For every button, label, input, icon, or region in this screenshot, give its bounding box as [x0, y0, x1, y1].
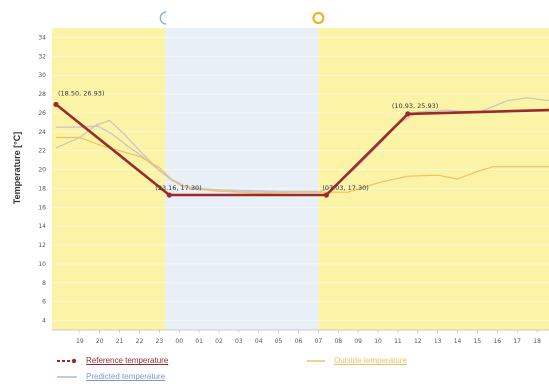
x-tick-label: 06: [295, 338, 303, 345]
x-tick-label: 18: [533, 338, 541, 345]
legend-predicted[interactable]: Predicted temperature: [56, 372, 165, 381]
y-tick-label: 22: [38, 148, 46, 155]
x-tick-label: 04: [255, 338, 263, 345]
x-tick-label: 16: [493, 338, 501, 345]
x-tick-label: 11: [394, 338, 402, 345]
day-band: [318, 28, 549, 330]
day-band: [52, 28, 166, 330]
y-tick-label: 8: [42, 280, 46, 287]
outside-swatch: [307, 360, 325, 362]
moon-icon: [159, 11, 167, 25]
y-tick-label: 26: [38, 110, 46, 117]
y-tick-label: 18: [38, 185, 46, 192]
y-tick-label: 12: [38, 242, 46, 249]
x-tick-label: 10: [374, 338, 382, 345]
gridlines: [52, 37, 549, 321]
x-tick-label: 05: [275, 338, 283, 345]
legend-outside-label: Outside temperature: [334, 356, 407, 366]
y-tick-label: 30: [38, 72, 46, 79]
y-tick-label: 16: [38, 204, 46, 211]
x-tick-label: 09: [354, 338, 362, 345]
reference-point: [323, 192, 329, 198]
day-night-bands: [52, 28, 549, 330]
x-tick-label: 07: [315, 338, 323, 345]
y-tick-label: 34: [38, 34, 46, 41]
y-axis-ticks: 4 6 8 10 12 14 16 18 20 22 24 26 28 30 32 34: [38, 34, 46, 324]
y-tick-label: 20: [38, 167, 46, 174]
x-tick-label: 12: [414, 338, 422, 345]
x-axis-ticks: 19 20 21 22 23 00 01 02 03 04 05 06 07 08 09 10 11 12 13 14…: [52, 329, 549, 345]
legend-reference-label: Reference temperature: [86, 356, 169, 366]
outside-temperature-line: [56, 136, 549, 194]
reference-point-label: (18.50, 26.93): [58, 89, 104, 97]
x-tick-label: 08: [334, 338, 342, 345]
y-tick-label: 24: [38, 129, 46, 136]
x-tick-label: 21: [116, 338, 124, 345]
reference-swatch: [57, 358, 77, 364]
x-tick-label: 03: [235, 338, 243, 345]
y-tick-label: 32: [38, 53, 46, 60]
sun-icon: [312, 11, 325, 25]
predicted-swatch: [57, 376, 77, 378]
reference-point-label: (07.03, 17.30): [322, 184, 368, 192]
reference-points: (18.50, 26.93) (23.16, 17.30) (07.03, 17.3…: [53, 89, 438, 198]
legend-predicted-label: Predicted temperature: [86, 372, 166, 382]
x-tick-label: 19: [76, 338, 84, 345]
y-tick-label: 6: [42, 299, 46, 306]
reference-point: [166, 192, 172, 198]
x-tick-label: 02: [215, 338, 223, 345]
y-axis-title: Temperature [°C]: [12, 132, 22, 204]
x-tick-label: 00: [175, 338, 183, 345]
x-tick-label: 22: [136, 338, 144, 345]
legend-reference[interactable]: Reference temperature: [56, 356, 168, 365]
reference-point: [53, 101, 59, 108]
day-night-markers: [159, 11, 325, 25]
x-tick-label: 15: [474, 338, 482, 345]
x-tick-label: 01: [195, 338, 203, 345]
night-band: [165, 28, 319, 330]
x-tick-label: 14: [454, 338, 462, 345]
x-tick-label: 20: [96, 338, 104, 345]
reference-point: [405, 111, 411, 117]
x-tick-label: 13: [434, 338, 442, 345]
y-tick-label: 4: [42, 318, 46, 325]
y-tick-label: 28: [38, 91, 46, 98]
reference-point-label: (23.16, 17.30): [155, 184, 201, 192]
predicted-temperature-line: [55, 119, 319, 192]
x-tick-label: 17: [513, 338, 521, 345]
x-tick-label: 23: [156, 338, 164, 345]
reference-point-label: (10.93, 25.93): [392, 102, 438, 110]
y-tick-label: 10: [38, 261, 46, 268]
legend-outside[interactable]: Outside temperature: [306, 356, 407, 365]
y-tick-label: 14: [38, 223, 46, 230]
